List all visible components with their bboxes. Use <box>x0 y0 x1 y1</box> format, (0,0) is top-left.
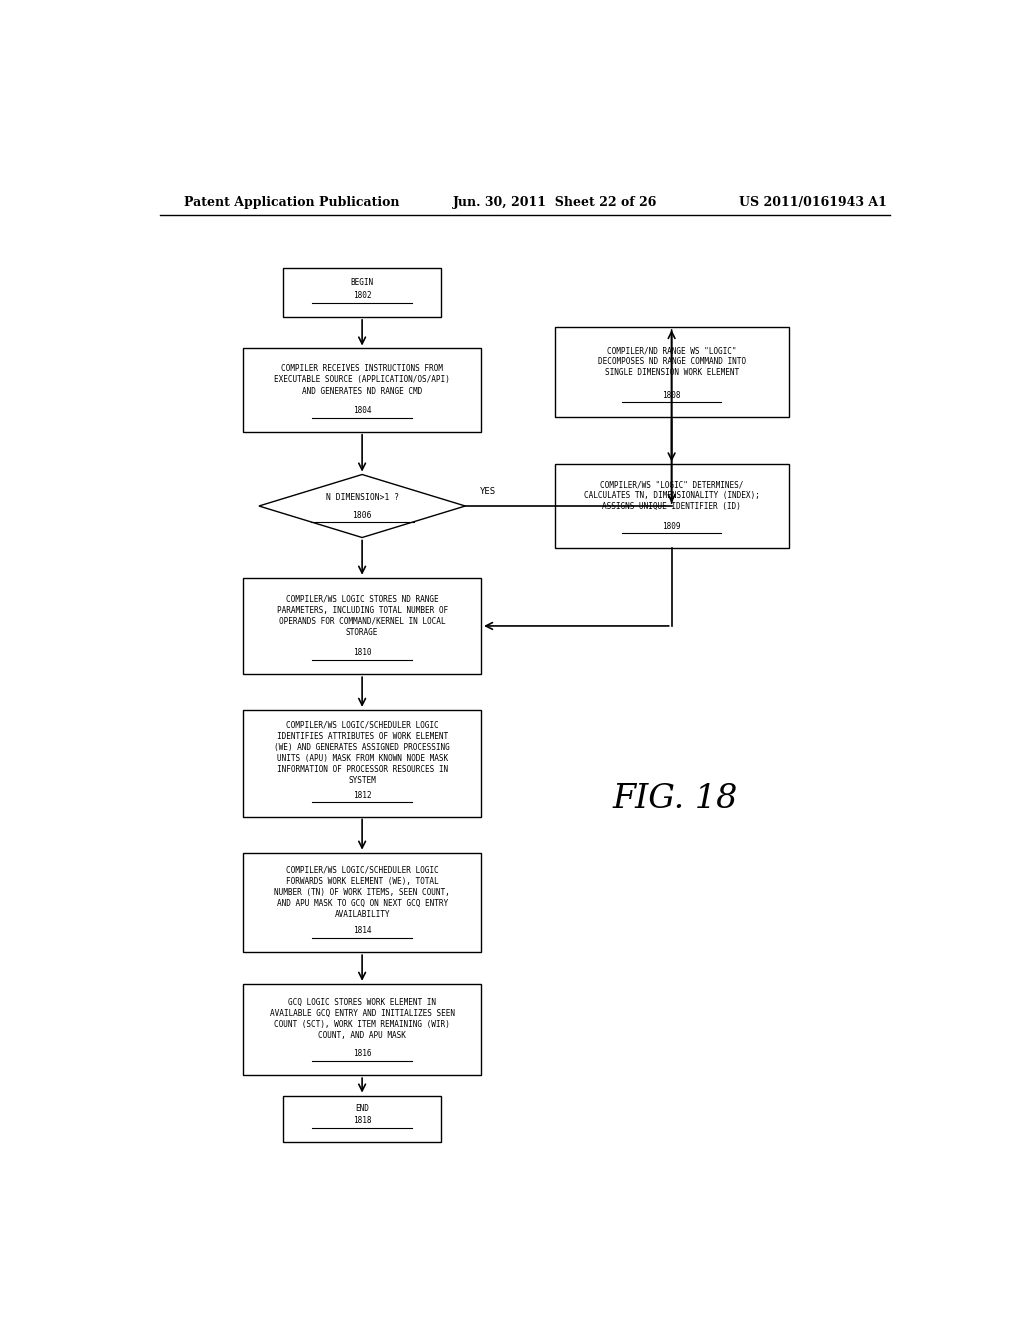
FancyBboxPatch shape <box>243 710 481 817</box>
FancyBboxPatch shape <box>283 268 441 317</box>
Text: COMPILER/WS LOGIC/SCHEDULER LOGIC
FORWARDS WORK ELEMENT (WE), TOTAL
NUMBER (TN) : COMPILER/WS LOGIC/SCHEDULER LOGIC FORWAR… <box>274 866 450 919</box>
Text: YES: YES <box>479 487 496 496</box>
Text: US 2011/0161943 A1: US 2011/0161943 A1 <box>739 195 887 209</box>
Text: 1810: 1810 <box>353 648 372 657</box>
FancyBboxPatch shape <box>555 465 788 548</box>
Text: 1809: 1809 <box>663 521 681 531</box>
FancyBboxPatch shape <box>283 1096 441 1142</box>
FancyBboxPatch shape <box>555 327 788 417</box>
Text: BEGIN: BEGIN <box>350 279 374 286</box>
Text: Jun. 30, 2011  Sheet 22 of 26: Jun. 30, 2011 Sheet 22 of 26 <box>454 195 657 209</box>
Text: 1806: 1806 <box>352 511 372 520</box>
Text: 1814: 1814 <box>353 927 372 936</box>
Text: Patent Application Publication: Patent Application Publication <box>183 195 399 209</box>
Text: 1816: 1816 <box>353 1049 372 1059</box>
Text: GCQ LOGIC STORES WORK ELEMENT IN
AVAILABLE GCQ ENTRY AND INITIALIZES SEEN
COUNT : GCQ LOGIC STORES WORK ELEMENT IN AVAILAB… <box>269 998 455 1040</box>
Text: FIG. 18: FIG. 18 <box>613 783 738 814</box>
FancyBboxPatch shape <box>243 348 481 432</box>
Text: N DIMENSION>1 ?: N DIMENSION>1 ? <box>326 494 398 503</box>
Polygon shape <box>259 474 465 537</box>
Text: 1804: 1804 <box>353 407 372 414</box>
Text: 1802: 1802 <box>353 292 372 300</box>
Text: COMPILER/WS LOGIC STORES ND RANGE
PARAMETERS, INCLUDING TOTAL NUMBER OF
OPERANDS: COMPILER/WS LOGIC STORES ND RANGE PARAME… <box>276 594 447 638</box>
Text: 1812: 1812 <box>353 791 372 800</box>
Text: COMPILER RECEIVES INSTRUCTIONS FROM
EXECUTABLE SOURCE (APPLICATION/OS/API)
AND G: COMPILER RECEIVES INSTRUCTIONS FROM EXEC… <box>274 364 450 396</box>
Text: COMPILER/WS LOGIC/SCHEDULER LOGIC
IDENTIFIES ATTRIBUTES OF WORK ELEMENT
(WE) AND: COMPILER/WS LOGIC/SCHEDULER LOGIC IDENTI… <box>274 721 450 785</box>
Text: 1818: 1818 <box>353 1117 372 1126</box>
FancyBboxPatch shape <box>243 983 481 1076</box>
FancyBboxPatch shape <box>243 578 481 675</box>
FancyBboxPatch shape <box>243 853 481 952</box>
Text: END: END <box>355 1105 369 1113</box>
Text: COMPILER/WS "LOGIC" DETERMINES/
CALCULATES TN, DIMENSIONALITY (INDEX);
ASSIGNS U: COMPILER/WS "LOGIC" DETERMINES/ CALCULAT… <box>584 480 760 511</box>
Text: 1808: 1808 <box>663 391 681 400</box>
Text: COMPILER/ND RANGE WS "LOGIC"
DECOMPOSES ND RANGE COMMAND INTO
SINGLE DIMENSION W: COMPILER/ND RANGE WS "LOGIC" DECOMPOSES … <box>598 346 745 378</box>
